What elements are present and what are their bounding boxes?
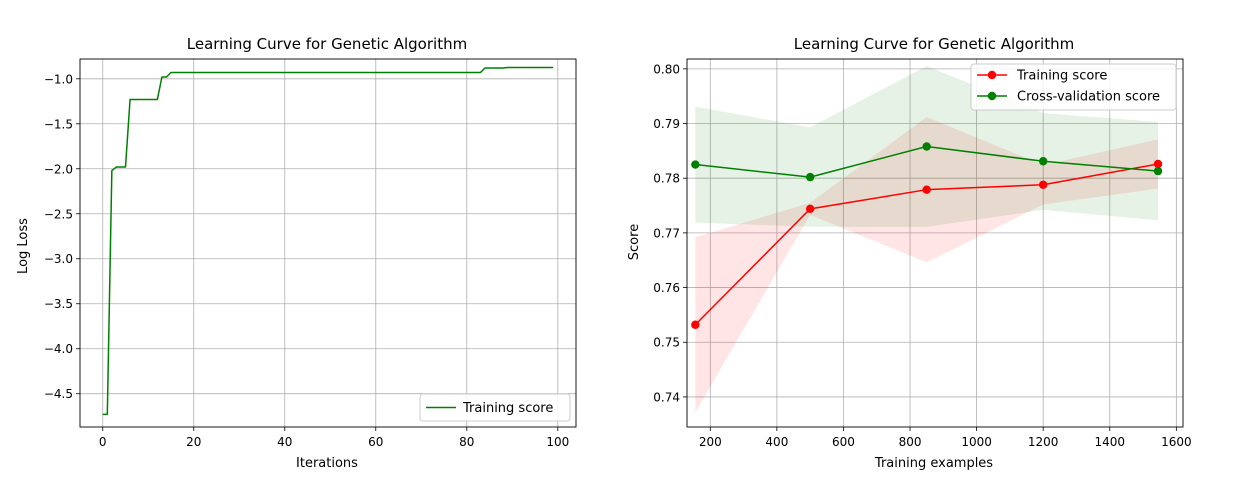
legend-marker: [987, 91, 997, 101]
y-tick-label: −3.0: [44, 252, 73, 266]
legend-box: [970, 63, 1177, 111]
series-line-0: [102, 66, 554, 416]
data-point: [805, 204, 815, 214]
tick-labels: 0 20 40 60 80 100 −4.5 −4.0 −3.5 −3.0 −2.5 −2.0 −1.5…: [44, 72, 569, 449]
chart-left: Learning Curve for Genetic Algorithm Ite…: [16, 35, 577, 471]
y-tick-label: 0.76: [653, 281, 680, 295]
y-tick-label: −4.5: [44, 387, 73, 401]
y-tick-label: 0.79: [653, 117, 680, 131]
grid: [80, 59, 576, 427]
y-tick-label: 0.75: [653, 336, 680, 350]
data-point: [805, 172, 815, 182]
y-tick-label: 0.80: [653, 62, 680, 76]
x-tick-label: 100: [546, 435, 569, 449]
tick-labels: 200 400 600 800 1000 1200 1400 1600 0.74 0.75 0.76…: [653, 62, 1191, 449]
axes-frame-rect: [79, 58, 577, 428]
data-points: [691, 142, 1163, 329]
x-tick-label: 200: [699, 435, 722, 449]
y-axis-label: Log Loss: [16, 218, 31, 274]
data-point: [1038, 157, 1048, 166]
chart-right: Learning Curve for Genetic Algorithm Tra…: [627, 35, 1192, 471]
y-tick-label: −4.0: [44, 342, 73, 356]
x-axis-label: Iterations: [296, 456, 358, 471]
data-point: [922, 142, 931, 151]
x-tick-label: 1000: [961, 435, 992, 449]
legend: Training score: [419, 393, 571, 422]
y-axis-label: Score: [627, 224, 642, 260]
x-tick-label: 1600: [1161, 435, 1192, 449]
data-point: [1153, 166, 1163, 176]
axes-frame-rect: [686, 58, 1184, 428]
data-point: [1038, 180, 1048, 189]
x-tick-label: 80: [459, 435, 474, 449]
x-tick-label: 400: [765, 435, 788, 449]
x-tick-label: 1400: [1094, 435, 1125, 449]
x-tick-label: 60: [368, 435, 383, 449]
data-point: [691, 160, 700, 169]
x-tick-label: 20: [186, 435, 201, 449]
legend-box: [419, 393, 571, 422]
axes-frame: [79, 58, 577, 428]
x-tick-label: 1200: [1028, 435, 1059, 449]
confidence-band-0: [695, 116, 1159, 413]
axes-frame: [686, 58, 1184, 428]
chart-title: Learning Curve for Genetic Algorithm: [187, 35, 467, 53]
legend: Training score Cross-validation score: [970, 63, 1177, 111]
legend-label: Training score: [1016, 69, 1107, 84]
y-tick-label: −2.0: [44, 162, 73, 176]
y-tick-label: 0.78: [653, 172, 680, 186]
data-point: [922, 185, 931, 194]
x-tick-label: 40: [277, 435, 292, 449]
data-point: [1153, 159, 1163, 169]
y-tick-label: −1.0: [44, 72, 73, 86]
chart-title: Learning Curve for Genetic Algorithm: [794, 35, 1074, 53]
y-tick-label: −1.5: [44, 117, 73, 131]
legend-marker: [987, 70, 997, 80]
x-tick-label: 800: [899, 435, 922, 449]
y-tick-label: 0.77: [653, 226, 680, 240]
y-tick-label: −3.5: [44, 297, 73, 311]
x-tick-label: 0: [99, 435, 107, 449]
y-tick-label: 0.74: [653, 390, 680, 404]
data-point: [691, 320, 700, 329]
legend-label: Training score: [462, 401, 553, 416]
x-tick-label: 600: [832, 435, 855, 449]
series-lines: [102, 66, 554, 416]
x-axis-label: Training examples: [874, 456, 993, 471]
y-tick-label: −2.5: [44, 207, 73, 221]
legend-label: Cross-validation score: [1017, 90, 1160, 105]
